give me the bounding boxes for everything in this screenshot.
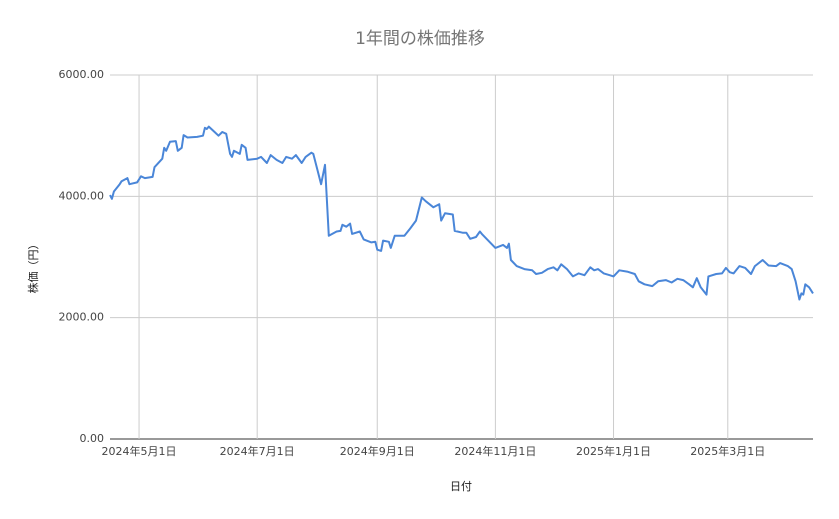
y-tick-label: 4000.00 bbox=[59, 189, 105, 202]
x-tick-label: 2024年11月1日 bbox=[454, 444, 536, 458]
x-tick-label: 2024年5月1日 bbox=[102, 444, 177, 458]
chart-title: 1年間の株価推移 bbox=[355, 29, 485, 49]
y-tick-label: 2000.00 bbox=[59, 311, 105, 324]
y-axis-title: 株価（円） bbox=[26, 239, 40, 294]
y-tick-label: 0.00 bbox=[80, 432, 105, 445]
y-tick-label: 6000.00 bbox=[59, 68, 105, 81]
x-axis-title: 日付 bbox=[450, 480, 472, 493]
x-tick-label: 2025年1月1日 bbox=[576, 444, 651, 458]
x-tick-label: 2024年9月1日 bbox=[340, 444, 415, 458]
price-line bbox=[109, 125, 814, 301]
x-tick-label: 2024年7月1日 bbox=[220, 444, 295, 458]
x-tick-label: 2025年3月1日 bbox=[690, 444, 765, 458]
